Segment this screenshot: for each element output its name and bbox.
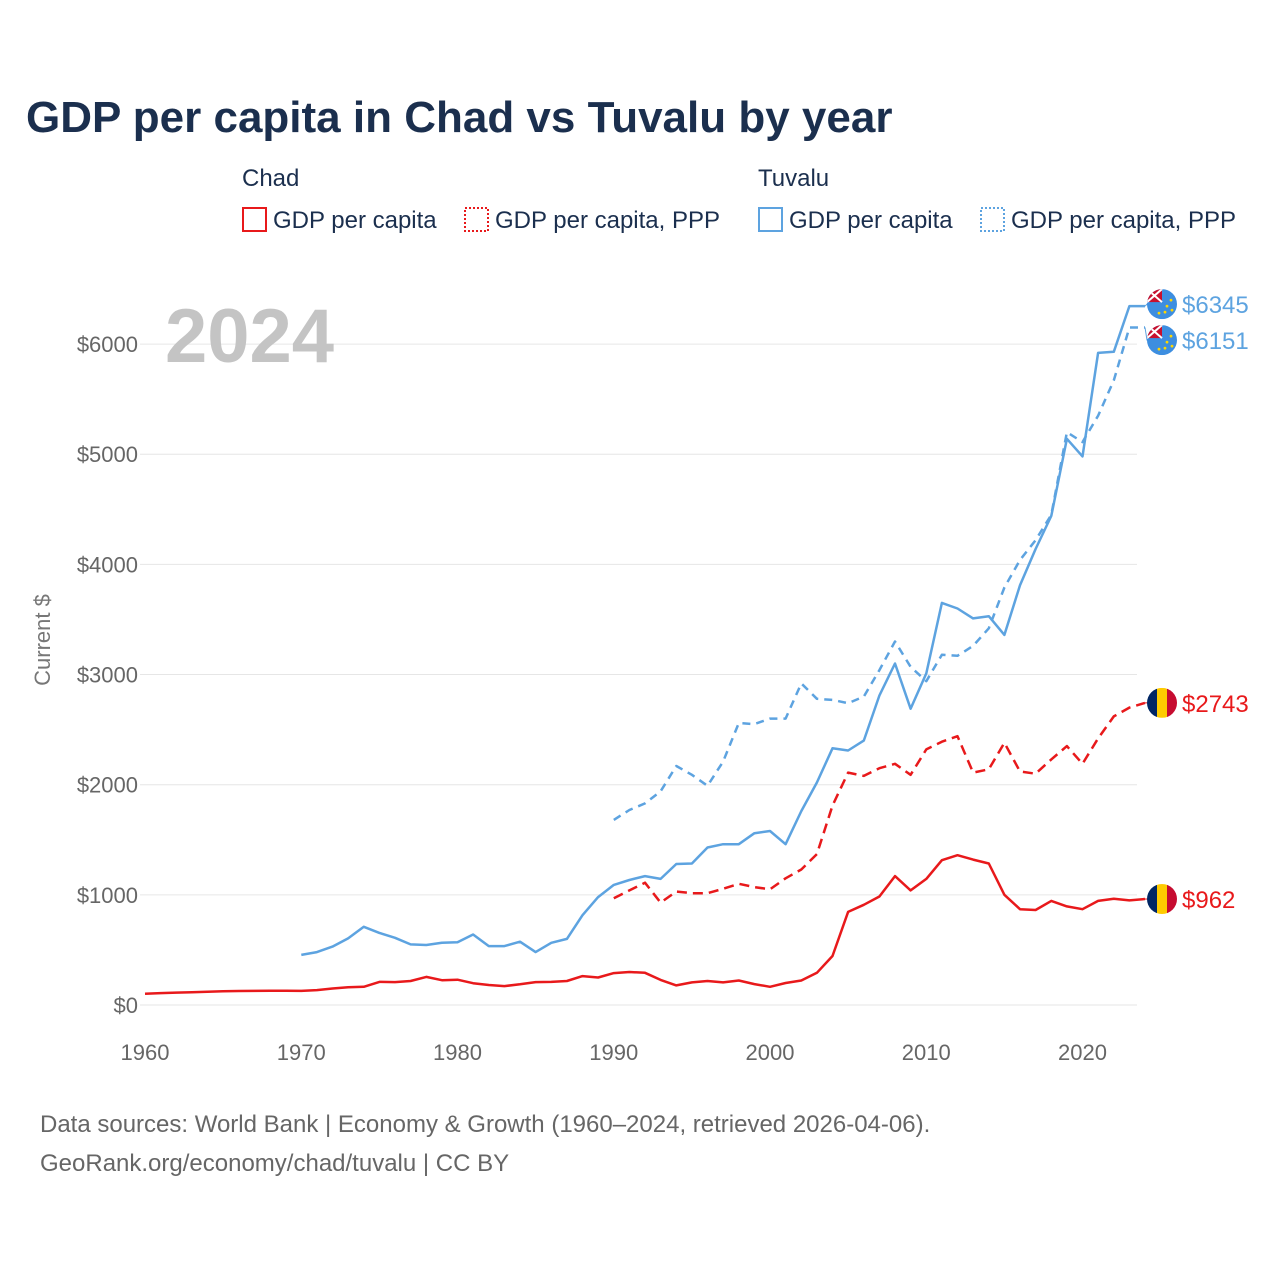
legend-swatch-chad-gdp	[242, 207, 267, 232]
legend: Chad Tuvalu GDP per capita GDP per capit…	[242, 165, 1236, 234]
legend-label-tuvalu-gdp: GDP per capita	[789, 207, 953, 234]
x-tick-label: 1990	[589, 1040, 638, 1065]
source-line-1: Data sources: World Bank | Economy & Gro…	[40, 1111, 930, 1138]
chad-flag-icon	[1147, 884, 1177, 915]
legend-swatch-tuvalu-ppp	[980, 207, 1005, 232]
end-value-label: $962	[1182, 887, 1235, 914]
x-tick-label: 1960	[121, 1040, 170, 1065]
series-line-tuvalu-gdp-per-capita	[301, 304, 1145, 957]
y-tick-label: $6000	[77, 332, 138, 357]
x-tick-label: 2010	[902, 1040, 951, 1065]
legend-label-chad-ppp: GDP per capita, PPP	[495, 207, 720, 234]
tuvalu-flag-icon	[1147, 325, 1177, 356]
legend-group-tuvalu: Tuvalu	[758, 165, 829, 192]
y-tick-label: $3000	[77, 663, 138, 688]
legend-group-chad: Chad	[242, 165, 299, 192]
y-tick-label: $4000	[77, 552, 138, 577]
y-axis-label: Current $	[30, 594, 55, 686]
series-line-chad-gdp-per-capita-ppp	[613, 701, 1146, 904]
y-tick-label: $1000	[77, 883, 138, 908]
y-tick-label: $5000	[77, 442, 138, 467]
legend-swatch-tuvalu-gdp	[758, 207, 783, 232]
end-labels: $962 $2743 $6345 $6151	[1144, 289, 1249, 915]
end-value-label: $2743	[1182, 691, 1249, 718]
legend-swatch-chad-ppp	[464, 207, 489, 232]
x-tick-label: 1970	[277, 1040, 326, 1065]
legend-label-chad-gdp: GDP per capita	[273, 207, 437, 234]
end-value-label: $6151	[1182, 328, 1249, 355]
end-value-label: $6345	[1182, 292, 1249, 319]
y-tick-label: $2000	[77, 773, 138, 798]
chad-flag-icon	[1147, 687, 1177, 718]
grid-lines	[140, 343, 1137, 1006]
x-tick-label: 2000	[746, 1040, 795, 1065]
x-tick-label: 1980	[433, 1040, 482, 1065]
tuvalu-flag-icon	[1147, 289, 1177, 320]
series-lines	[144, 304, 1146, 995]
series-line-tuvalu-gdp-per-capita-ppp	[613, 326, 1145, 821]
year-watermark: 2024	[165, 294, 334, 379]
legend-label-tuvalu-ppp: GDP per capita, PPP	[1011, 207, 1236, 234]
chart-title: GDP per capita in Chad vs Tuvalu by year	[26, 93, 892, 142]
y-axis-ticks: $0 $1000 $2000 $3000 $4000 $5000 $6000	[77, 332, 138, 1018]
x-tick-label: 2020	[1058, 1040, 1107, 1065]
y-tick-label: $0	[114, 993, 138, 1018]
source-line-2: GeoRank.org/economy/chad/tuvalu | CC BY	[40, 1150, 509, 1177]
series-line-chad-gdp-per-capita	[144, 853, 1146, 995]
x-axis-ticks: 1960 1970 1980 1990 2000 2010 2020	[121, 1040, 1107, 1065]
